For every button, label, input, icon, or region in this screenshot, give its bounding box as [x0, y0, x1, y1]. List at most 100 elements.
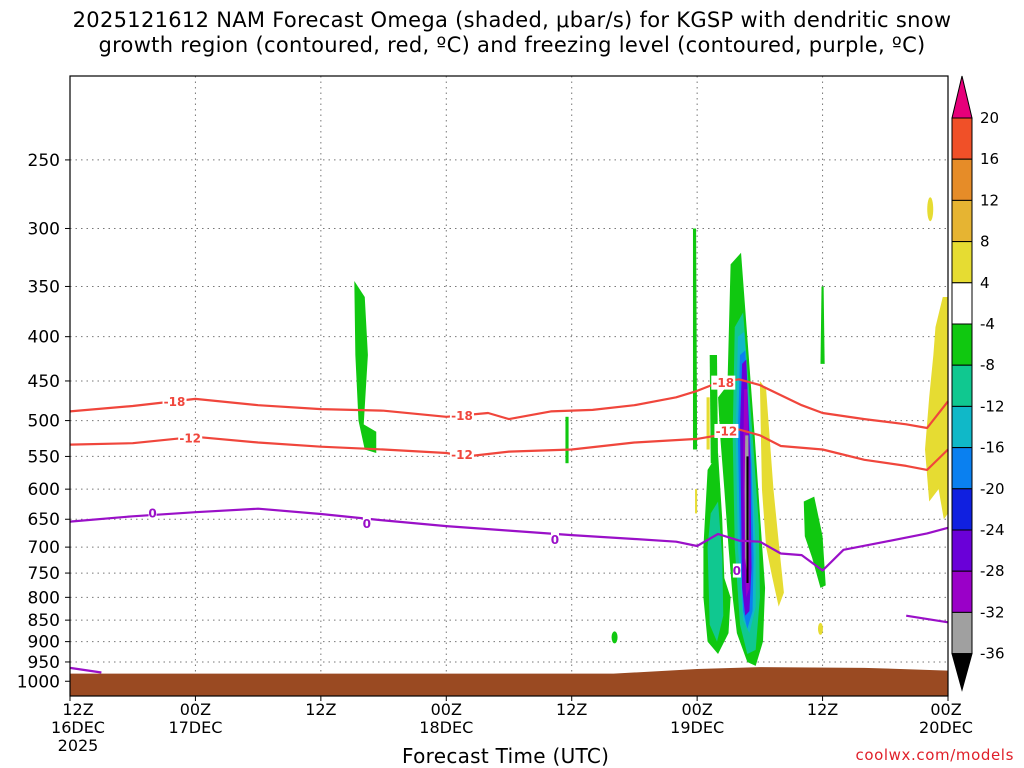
colorbar-box — [951, 611, 973, 655]
y-tick-label: 700 — [28, 538, 60, 558]
colorbar-box — [951, 447, 973, 490]
contour-label: -12 — [716, 424, 738, 438]
terrain-surface — [70, 667, 948, 696]
colorbar-box — [951, 323, 973, 366]
x-tick-label: 12Z — [807, 700, 838, 719]
colorbar-label: 16 — [980, 150, 999, 168]
colorbar-label: -28 — [980, 562, 1005, 580]
contour-label: -18 — [712, 376, 734, 390]
contour-label-bg — [449, 408, 474, 423]
x-axis-title: Forecast Time (UTC) — [402, 744, 610, 768]
contour-label-bg — [550, 532, 559, 547]
axis-layer: 2503003504004505005506006507007508008509… — [17, 75, 973, 755]
omega-upward-area — [746, 456, 749, 583]
freezing-0C-surface-contour — [69, 666, 102, 674]
omega-upward-area — [709, 355, 719, 464]
y-tick-label: 350 — [28, 277, 60, 297]
contour-label: 0 — [733, 564, 741, 578]
x-tick-label: 00Z — [930, 700, 961, 719]
colorbar-box — [951, 570, 973, 613]
omega-shading-layer — [354, 197, 948, 666]
credit-link[interactable]: coolwx.com/models — [855, 746, 1014, 764]
y-tick-label: 400 — [28, 328, 60, 348]
y-tick-label: 600 — [28, 480, 60, 500]
terrain-layer — [70, 667, 948, 696]
contour-label-bg — [162, 394, 187, 409]
contour-label-bg — [711, 375, 736, 390]
grid-layer — [70, 76, 948, 696]
omega-upward-area — [803, 496, 826, 588]
contour-label-bg — [362, 516, 371, 531]
colorbar-box — [951, 364, 973, 407]
colorbar-label: -8 — [980, 356, 995, 374]
contour-label: -18 — [164, 395, 186, 409]
x-tick-label: 2025 — [58, 736, 99, 755]
colorbar-label: -4 — [980, 315, 995, 333]
omega-downward-area — [927, 197, 934, 222]
x-tick-label: 12Z — [556, 700, 587, 719]
y-tick-label: 800 — [28, 588, 60, 608]
contour-label-bg — [148, 505, 157, 520]
x-tick-label: 19DEC — [670, 718, 724, 737]
contour-label-bg — [714, 423, 739, 438]
y-tick-label: 900 — [28, 633, 60, 653]
colorbar-label: 4 — [980, 274, 990, 292]
colorbar-box — [951, 199, 973, 243]
colorbar-label: -12 — [980, 397, 1005, 415]
colorbar-label: -24 — [980, 521, 1005, 539]
omega-upward-area — [565, 416, 569, 464]
colorbar-box — [951, 405, 973, 449]
omega-upward-area — [820, 286, 825, 364]
freezing-0C-contour — [69, 507, 949, 572]
colorbar-layer: 20 16 12 8 4 -4 -8 -12 -16 -20 -24 -28 -32 -36 — [951, 75, 1005, 692]
colorbar-bottom-arrow — [951, 653, 973, 692]
colorbar-label: 8 — [980, 233, 990, 251]
x-tick-label: 16DEC — [51, 718, 105, 737]
omega-upward-area — [611, 631, 618, 644]
colorbar-label: 20 — [980, 109, 999, 127]
x-tick-label: 00Z — [681, 700, 712, 719]
contour-label: -18 — [451, 409, 473, 423]
colorbar-label: -16 — [980, 439, 1005, 457]
contour-label-bg — [732, 563, 741, 578]
colorbar-box — [951, 529, 973, 572]
omega-downward-area — [706, 397, 710, 450]
title-line-2: growth region (contoured, red, ºC) and f… — [98, 33, 926, 57]
y-tick-label: 300 — [28, 219, 60, 239]
colorbar-box — [951, 282, 973, 325]
contour-label: -12 — [179, 432, 201, 446]
freezing-0C-lower-contour — [906, 614, 949, 624]
contour-label-bg — [449, 447, 474, 462]
contour-label: 0 — [363, 517, 371, 531]
x-tick-label: 20DEC — [919, 718, 973, 737]
colorbar-box — [951, 488, 973, 531]
colorbar-top-arrow — [951, 75, 973, 119]
title-line-1: 2025121612 NAM Forecast Omega (shaded, μ… — [72, 8, 952, 32]
colorbar-label: -36 — [980, 645, 1005, 663]
colorbar-box — [951, 117, 973, 160]
x-tick-label: 12Z — [62, 700, 93, 719]
y-tick-label: 250 — [28, 151, 60, 171]
omega-upward-area — [692, 228, 698, 450]
contour-layer: -18 -18 -18 -12 -12 -12 0 0 0 0 — [69, 375, 949, 674]
contour-label: -12 — [451, 448, 473, 462]
y-tick-label: 650 — [28, 510, 60, 530]
plot-frame — [69, 75, 949, 697]
colorbar-label: 12 — [980, 191, 999, 209]
dgz--12C-contour — [69, 428, 949, 471]
colorbar-box — [951, 241, 973, 284]
colorbar-label: -32 — [980, 603, 1005, 621]
y-tick-label: 750 — [28, 564, 60, 584]
contour-label-bg — [178, 431, 203, 446]
colorbar-box — [951, 158, 973, 201]
contour-label: 0 — [551, 533, 559, 547]
x-tick-label: 00Z — [431, 700, 462, 719]
x-tick-label: 18DEC — [419, 718, 473, 737]
y-tick-label: 450 — [28, 372, 60, 392]
omega-upward-area — [354, 281, 377, 453]
contour-label: 0 — [148, 506, 156, 520]
x-tick-label: 00Z — [180, 700, 211, 719]
y-tick-label: 500 — [28, 412, 60, 432]
omega-downward-area — [817, 622, 823, 635]
